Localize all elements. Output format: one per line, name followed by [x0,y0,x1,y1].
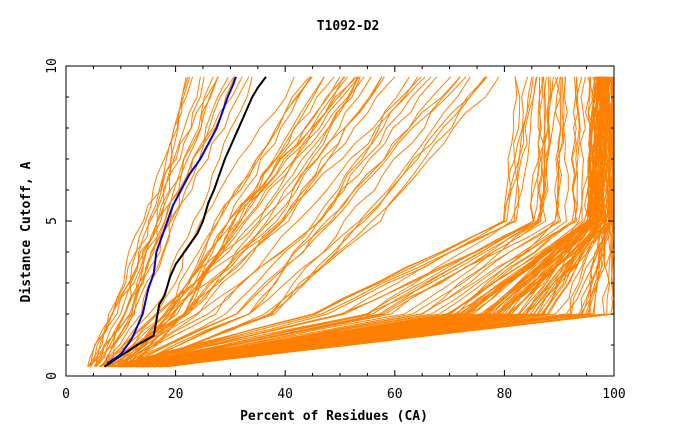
model-series-line [125,76,562,368]
model-series-line [108,76,396,368]
model-series-line [99,76,356,368]
highlight-series-black [103,76,267,368]
y-axis-label: Distance Cutoff, A [19,161,34,302]
model-series-line [111,76,537,368]
model-series-line [128,76,461,368]
model-series-line [90,76,194,367]
model-series-line [107,76,426,368]
model-series-line [118,76,544,368]
model-series-line [110,76,295,368]
model-series-layer [87,76,615,368]
x-tick-label: 60 [387,387,403,402]
model-series-line [165,76,615,368]
model-series-line [109,76,518,368]
model-series-line [94,76,214,368]
model-series-line [119,76,313,368]
model-series-line [106,76,385,368]
y-tick-label: 0 [45,372,60,380]
highlight-series-blue [106,76,237,365]
model-series-line [119,76,547,368]
x-axis-label: Percent of Residues (CA) [240,409,428,424]
model-series-line [129,76,600,368]
model-series-line [93,76,201,368]
model-series-line [87,76,189,367]
model-series-line [124,76,601,368]
model-series-line [96,76,205,368]
model-series-line [105,76,383,368]
model-series-line [104,76,236,367]
model-series-line [123,76,438,368]
model-series-line [125,76,554,368]
model-series-line [111,76,534,368]
model-series-line [123,76,312,367]
model-series-line [113,76,538,368]
model-series-line [87,76,219,367]
x-tick-label: 80 [497,387,513,402]
model-series-line [135,76,467,368]
model-series-line [148,76,608,368]
y-tick-label: 10 [45,58,60,74]
model-series-line [124,76,452,368]
model-series-line [104,76,344,367]
model-series-line [163,76,615,368]
chart-title: T1092-D2 [317,19,380,34]
model-series-line [119,76,461,368]
model-series-line [119,76,601,368]
model-series-line [125,76,348,368]
model-series-line [130,76,360,368]
model-series-line [136,76,471,368]
model-series-line [137,76,487,368]
x-tick-label: 20 [168,387,184,402]
model-series-line [98,76,365,368]
x-tick-label: 0 [62,387,70,402]
model-series-line [140,76,610,368]
model-series-line [107,76,229,367]
y-tick-label: 5 [45,217,60,225]
model-series-line [118,76,419,368]
model-series-line [114,76,410,368]
axis-ticks: 0 20 40 60 80 100 0 5 10 [45,58,626,402]
model-series-line [107,76,359,368]
model-series-line [95,76,219,367]
model-series-line [148,76,609,368]
model-series-line [125,76,565,368]
model-series-line [116,76,422,368]
model-series-line [108,76,361,368]
model-series-line [101,76,250,367]
highlighted-series-layer [103,76,267,368]
x-tick-label: 100 [602,387,625,402]
x-tick-label: 40 [277,387,293,402]
model-series-line [90,76,191,367]
